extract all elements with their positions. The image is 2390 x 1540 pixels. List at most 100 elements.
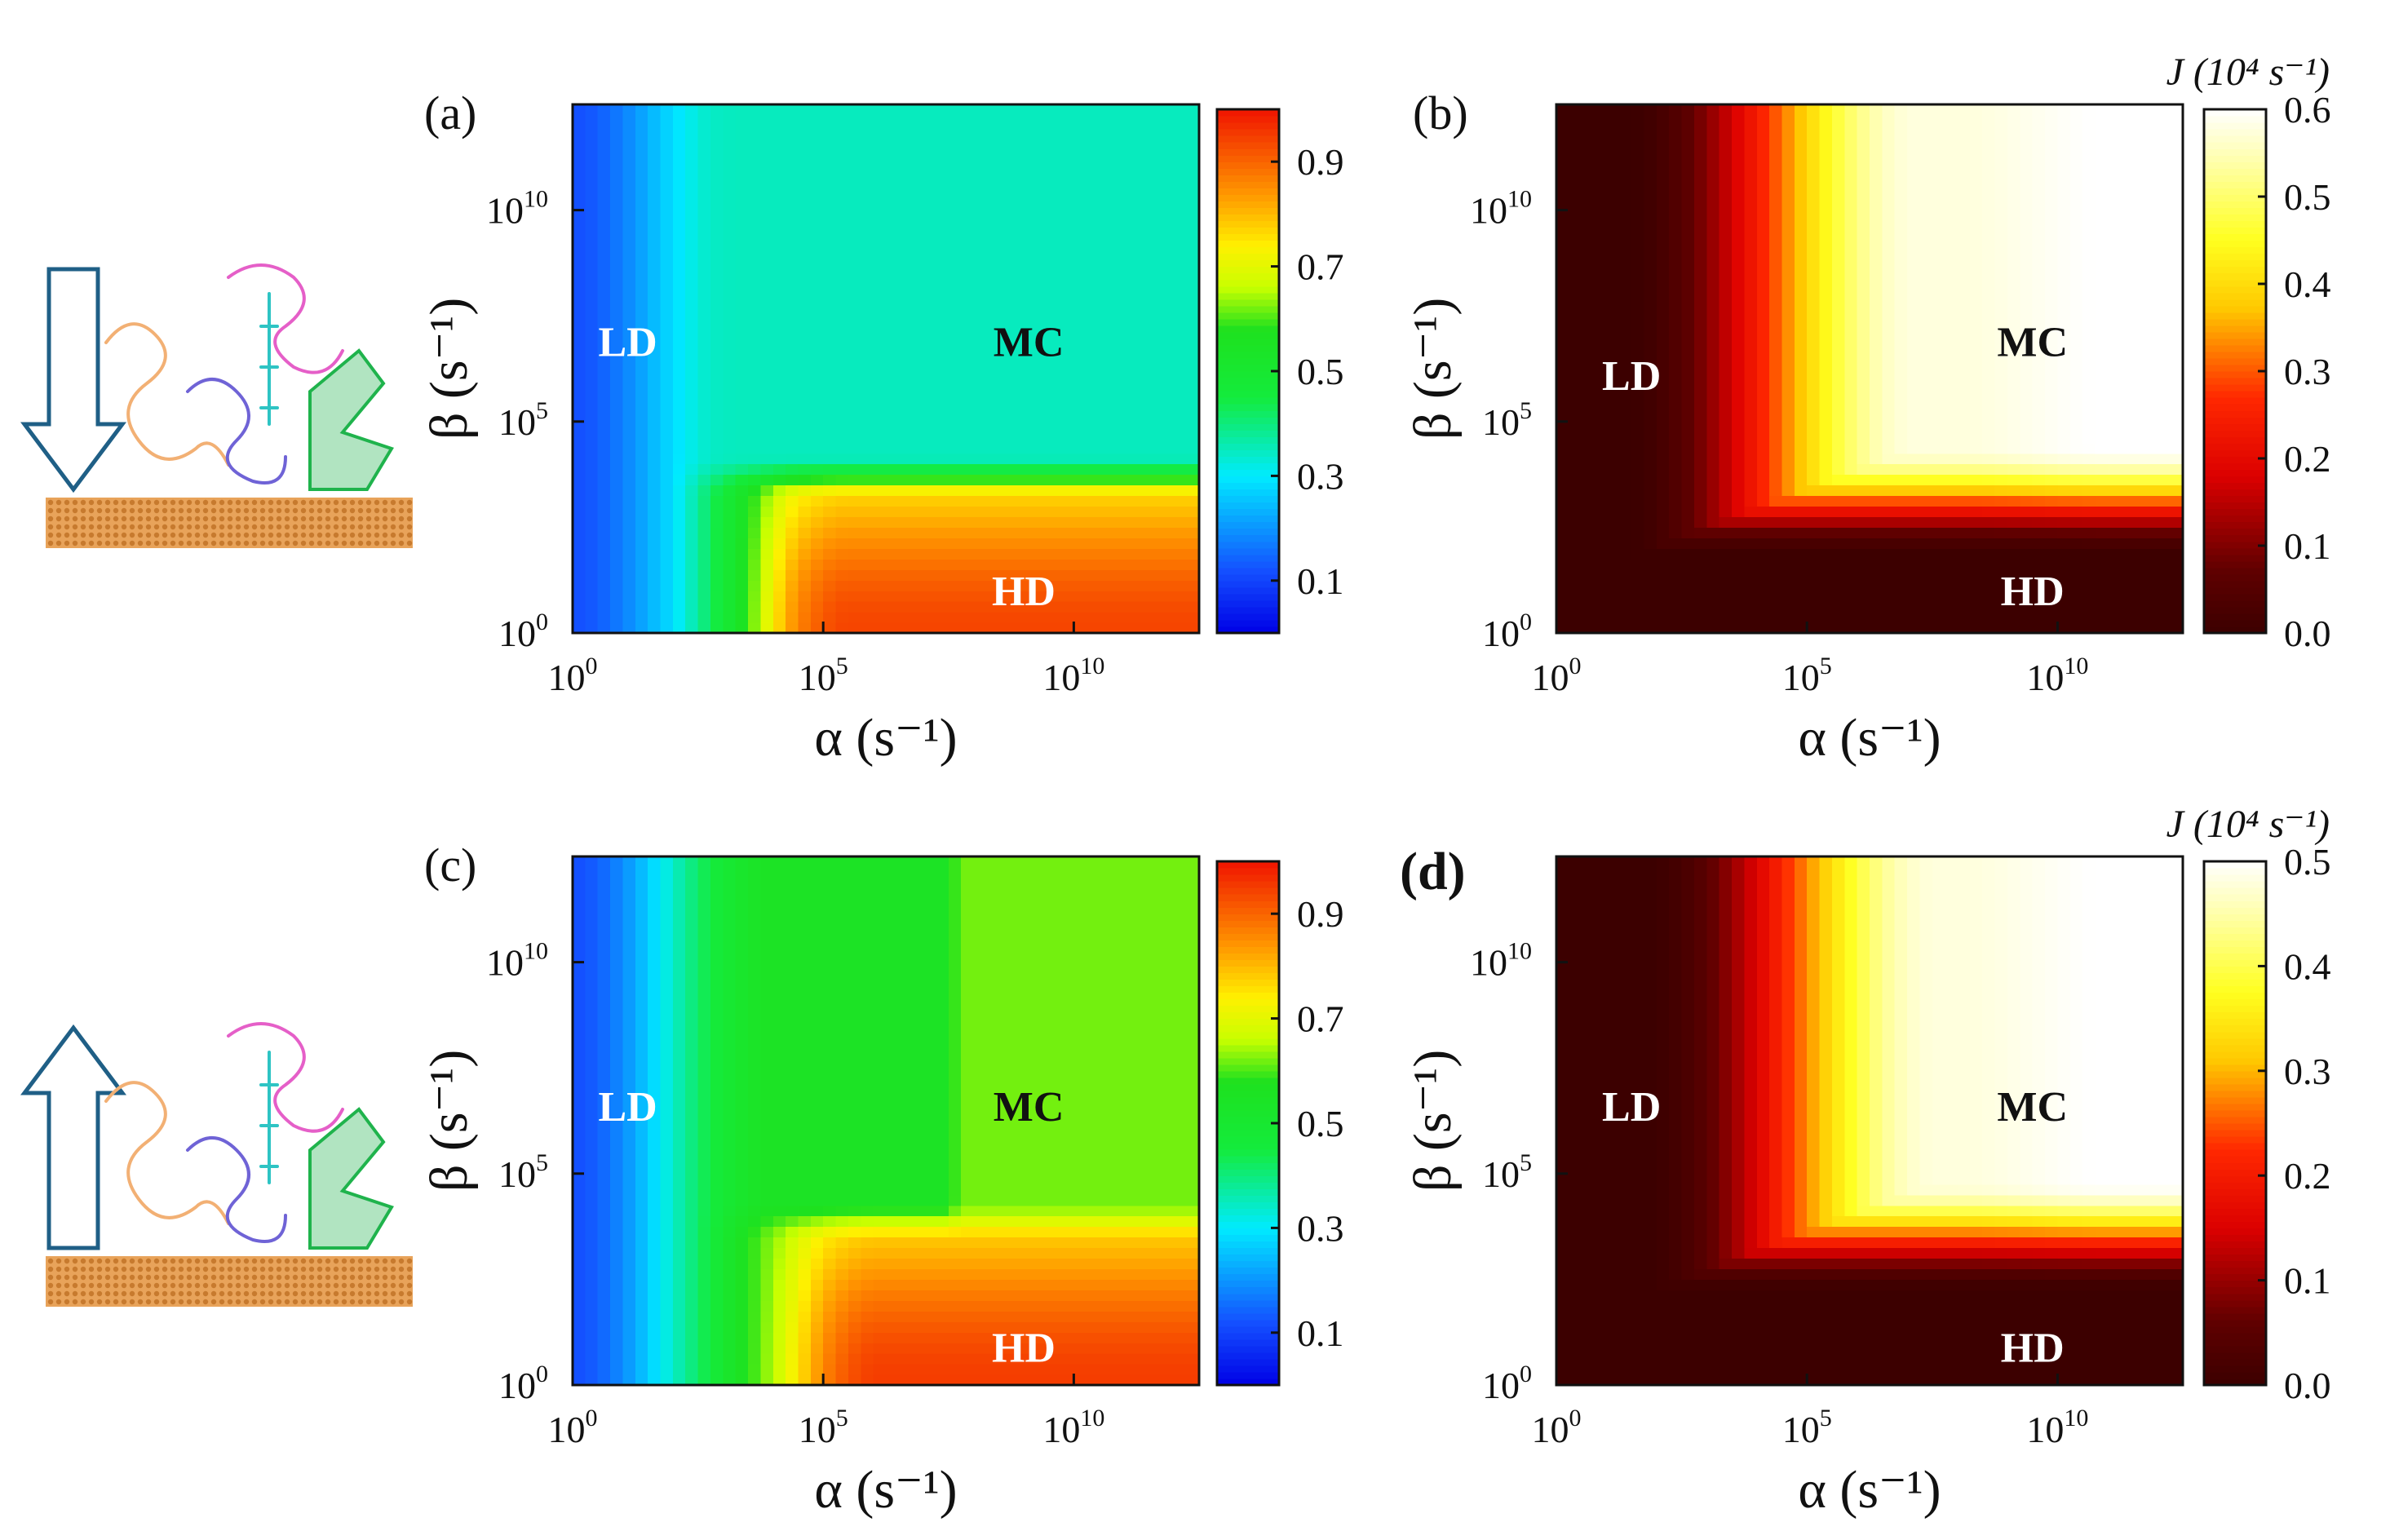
heatmap-cell [635,114,648,126]
heatmap-cell [610,263,624,274]
heatmap-cell [2107,326,2121,338]
heatmap-cell [660,463,674,476]
heatmap-cell [886,326,899,338]
heatmap-cell [1907,199,1921,211]
heatmap-cell [1982,241,1996,254]
heatmap-cell [835,527,849,538]
heatmap-cell [622,326,636,338]
heatmap-cell [660,474,674,486]
heatmap-cell [1556,157,1569,169]
heatmap-cell [2095,527,2109,538]
heatmap-cell [1994,146,2008,158]
heatmap-cell [1086,157,1100,169]
heatmap-cell [1932,463,1945,476]
heatmap-cell [1693,316,1707,327]
heatmap-cell [1631,305,1645,316]
heatmap-cell [723,358,737,370]
heatmap-cell [823,538,837,549]
heatmap-cell [1086,284,1100,295]
heatmap-cell [1706,442,1720,454]
heatmap-cell [1945,114,1958,126]
heatmap-cell [710,347,724,359]
heatmap-cell [1819,157,1833,169]
heatmap-cell [1631,400,1645,412]
heatmap-cell [1681,389,1695,401]
heatmap-cell [873,369,887,380]
heatmap-cell [735,421,749,433]
heatmap-cell [1794,622,1808,634]
heatmap-cell [2095,548,2109,560]
heatmap-cell [1969,284,1983,295]
heatmap-cell [1086,410,1100,423]
heatmap-cell [1982,146,1996,158]
heatmap-cell [697,199,711,211]
heatmap-cell [873,114,887,126]
heatmap-cell [998,104,1012,116]
heatmap-cell [1174,305,1188,316]
heatmap-cell [1581,622,1595,634]
heatmap-cell [573,400,586,412]
heatmap-cell [573,157,586,169]
heatmap-cell [1732,495,1745,507]
heatmap-cell [648,538,662,549]
heatmap-cell [2020,622,2034,634]
heatmap-cell [1656,453,1670,465]
heatmap-cell [1073,273,1087,285]
heatmap-cell [1048,284,1062,295]
heatmap-cell [622,167,636,179]
heatmap-cell [1073,485,1087,497]
heatmap-cell [2007,305,2020,316]
heatmap-cell [1907,294,1921,306]
heatmap-cell [2020,369,2034,380]
heatmap-cell [1994,241,2008,254]
heatmap-cell [735,495,749,507]
heatmap-cell [973,591,987,602]
heatmap-cell [635,188,648,201]
heatmap-cell [1644,114,1658,126]
heatmap-cell [861,612,874,623]
heatmap-cell [760,442,774,454]
heatmap-cell [1048,421,1062,433]
heatmap-cell [573,421,586,433]
heatmap-cell [2032,157,2046,169]
heatmap-cell [835,135,849,148]
heatmap-cell [723,548,737,560]
heatmap-cell [910,485,924,497]
heatmap-cell [861,188,874,201]
heatmap-cell [1123,347,1137,359]
heatmap-cell [1870,612,1883,623]
heatmap-cell [1706,548,1720,560]
heatmap-cell [2082,294,2096,306]
heatmap-cell [936,622,949,634]
heatmap-cell [823,369,837,380]
heatmap-cell [1744,135,1758,148]
heatmap-cell [1831,442,1845,454]
heatmap-cell [1894,538,1908,549]
heatmap-cell [1744,612,1758,623]
heatmap-cell [1819,410,1833,423]
heatmap-cell [835,358,849,370]
heatmap-cell [1807,104,1821,116]
heatmap-cell [1706,241,1720,254]
heatmap-cell [835,199,849,211]
heatmap-cell [1073,591,1087,602]
heatmap-cell [2057,167,2071,179]
heatmap-cell [923,146,937,158]
heatmap-cell [1969,199,1983,211]
heatmap-cell [1149,146,1162,158]
heatmap-cell [948,188,962,201]
heatmap-cell [2020,559,2034,570]
heatmap-cell [672,294,686,306]
heatmap-cell [973,538,987,549]
heatmap-cell [998,474,1012,486]
heatmap-cell [823,210,837,222]
heatmap-cell [1969,125,1983,137]
heatmap-cell [810,516,824,528]
heatmap-cell [1932,591,1945,602]
heatmap-cell [936,347,949,359]
heatmap-cell [585,347,599,359]
heatmap-cell [597,612,611,623]
heatmap-cell [1111,157,1125,169]
heatmap-cell [622,389,636,401]
